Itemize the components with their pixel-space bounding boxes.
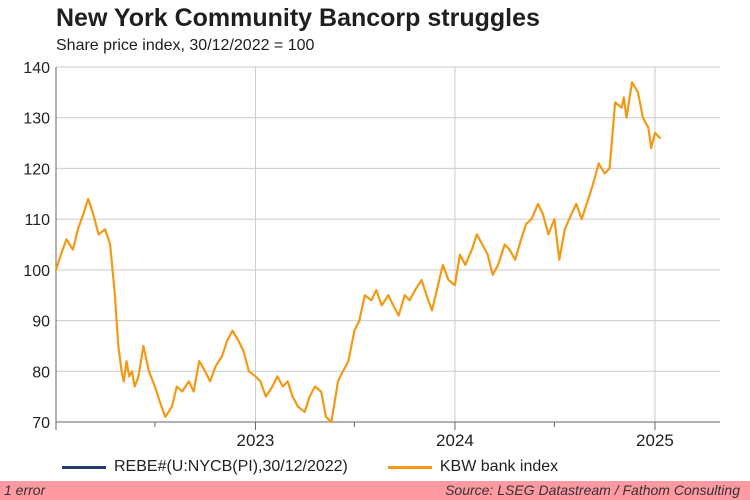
y-tick-label-100: 100: [23, 263, 50, 280]
x-tick-label-2025: 2025: [636, 431, 674, 450]
y-tick-label-80: 80: [32, 364, 50, 381]
y-tick-label-110: 110: [24, 212, 50, 229]
series-line-kbw-bank-index: [54, 81, 662, 424]
legend-swatch-reb: [62, 465, 106, 469]
x-tick-label-2023: 2023: [237, 431, 275, 450]
x-tick-label-2024: 2024: [436, 431, 474, 450]
chart-subtitle: Share price index, 30/12/2022 = 100: [56, 37, 315, 54]
legend-label-reb: REBE#(U:NYCB(PI),30/12/2022): [114, 458, 348, 475]
legend-label-kbw: KBW bank index: [439, 458, 559, 475]
legend-item-kbw: KBW bank index: [387, 458, 559, 476]
grid-lines: [55, 66, 720, 423]
chart-title: New York Community Bancorp struggles: [56, 4, 540, 32]
legend: REBE#(U:NYCB(PI),30/12/2022) KBW bank in…: [62, 457, 598, 477]
series-lines: [54, 81, 662, 424]
y-tick-label-90: 90: [32, 314, 50, 331]
source-note: Source: LSEG Datastream / Fathom Consult…: [445, 482, 740, 498]
error-count: 1 error: [4, 482, 46, 498]
y-tick-label-70: 70: [32, 415, 50, 432]
y-tick-label-140: 140: [23, 60, 50, 77]
footer-bar: 1 error Source: LSEG Datastream / Fathom…: [0, 481, 750, 500]
legend-item-reb: REBE#(U:NYCB(PI),30/12/2022): [62, 458, 348, 476]
y-tick-label-120: 120: [23, 161, 50, 178]
axes: 70 80 90 100 110 120 130 140 2023 2024 2025: [23, 60, 720, 450]
y-tick-label-130: 130: [23, 111, 50, 128]
legend-swatch-kbw: [387, 465, 432, 469]
